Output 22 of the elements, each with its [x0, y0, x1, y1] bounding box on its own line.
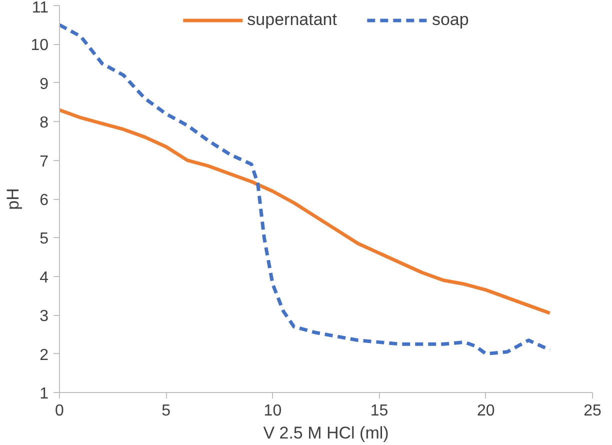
line-series: [60, 108, 552, 315]
y-tick-label: 7: [40, 153, 49, 170]
y-tick-label: 11: [32, 0, 49, 16]
x-tick-label: 15: [370, 402, 388, 420]
legend-label: supernatant: [247, 10, 337, 30]
x-tick-label: 10: [264, 402, 282, 420]
y-tick-label: 1: [40, 386, 49, 402]
y-tick-label: 8: [40, 114, 49, 132]
x-tick-label: 0: [55, 402, 64, 420]
y-tick-label: 5: [40, 230, 49, 248]
legend-label: soap: [432, 10, 469, 30]
y-tick-label: 2: [40, 346, 49, 364]
x-tick-label: 25: [584, 402, 602, 420]
y-tick-label: 6: [40, 192, 49, 209]
y-axis-title: pH: [4, 188, 23, 210]
x-axis-title: V 2.5 M HCl (ml): [263, 424, 389, 442]
x-tick-label: 20: [477, 402, 495, 420]
y-tick-label: 4: [40, 269, 49, 286]
y-tick-label: 3: [40, 308, 49, 326]
y-tick-label: 9: [40, 76, 49, 93]
x-tick-label: 5: [162, 402, 171, 420]
y-tick-label: 10: [30, 37, 49, 54]
